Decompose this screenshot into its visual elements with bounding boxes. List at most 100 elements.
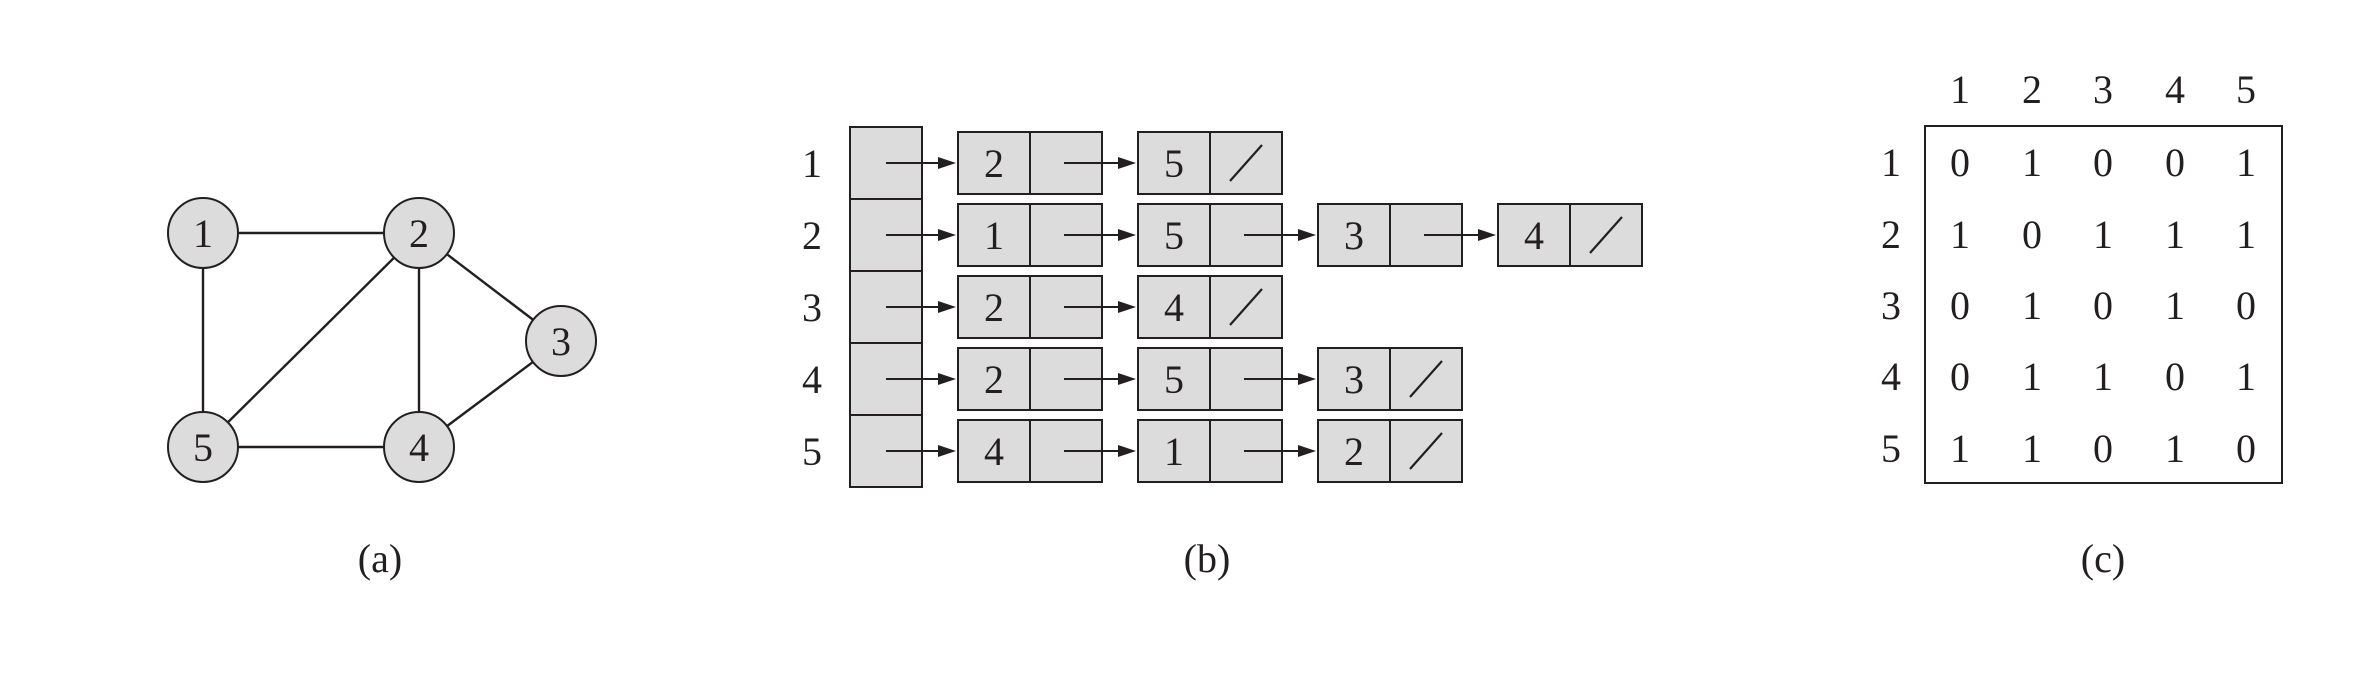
caption-b: (b) [1184,536,1231,581]
list-row-label: 2 [802,213,822,258]
list-node-value: 5 [1164,141,1184,186]
list-node-value: 4 [1524,213,1544,258]
list-node-value: 3 [1344,213,1364,258]
node-label: 3 [551,319,571,364]
nil-slash [1229,288,1263,326]
matrix-cell: 1 [2236,212,2256,257]
node-5: 5 [167,411,239,483]
node-4: 4 [383,411,455,483]
matrix-row-label: 2 [1881,212,1901,257]
matrix-col-label: 4 [2165,67,2185,112]
matrix-row-label: 1 [1881,140,1901,185]
matrix-cell: 0 [1950,283,1970,328]
matrix-cell: 1 [2022,354,2042,399]
node-circle [383,411,455,483]
list-node: 3 [1317,203,1463,267]
graph-nodes: 1 2 3 4 5 [167,197,597,483]
node-1: 1 [167,197,239,269]
list-node: 3 [1317,347,1463,411]
nil-slash [1589,216,1623,254]
list-node-key [1137,347,1211,411]
list-node: 4 [1137,275,1283,339]
next-arrow [1064,301,1136,313]
node-circle [167,411,239,483]
adjacency-list: 1 2 5 2 1 5 3 4 3 2 4 4 2 5 3 5 4 1 2 [802,126,1643,488]
list-row-label: 4 [802,357,822,402]
nil-slash [1409,360,1443,398]
matrix-col-label: 5 [2236,67,2256,112]
panel-graph: 1 2 3 4 5 (a) [167,197,597,581]
matrix-col-label: 1 [1950,67,1970,112]
list-node-value: 1 [984,213,1004,258]
node-label: 5 [193,425,213,470]
matrix-cell: 1 [2022,426,2042,471]
matrix-cell: 1 [2165,212,2185,257]
matrix-cell: 1 [2165,426,2185,471]
node-label: 1 [193,211,213,256]
nil-slash [1409,432,1443,470]
list-node: 2 [957,131,1103,195]
list-node-key [1137,203,1211,267]
graph-edges [201,231,562,449]
caption-c: (c) [2081,536,2125,581]
panel-adjacency-list: 1 2 5 2 1 5 3 4 3 2 4 4 2 5 3 5 4 1 2 (b) [802,126,1643,581]
list-node-value: 3 [1344,357,1364,402]
matrix-cell: 0 [2022,212,2042,257]
head-arrow [886,229,956,241]
node-circle [167,197,239,269]
matrix-cell: 0 [1950,354,1970,399]
matrix-cell: 0 [2165,354,2185,399]
matrix-cell: 0 [2236,283,2256,328]
list-row-label: 5 [802,429,822,474]
head-arrow [886,157,956,169]
list-node: 5 [1137,347,1283,411]
list-node-value: 2 [984,285,1004,330]
matrix-cell: 1 [2236,354,2256,399]
list-node-key [957,203,1031,267]
next-arrow [1064,229,1136,241]
head-arrow [886,301,956,313]
matrix-col-label: 3 [2093,67,2113,112]
node-2: 2 [383,197,455,269]
matrix-cell: 0 [2236,426,2256,471]
list-node: 2 [957,347,1103,411]
matrix-cell: 0 [2165,140,2185,185]
list-node-key [1137,131,1211,195]
panel-adjacency-matrix: 1 2 3 4 5 1 2 3 4 5 0 1 0 0 1 1 0 1 1 1 0 1 0 1 0 0 1 1 0 1 1 1 0 1 0 (c) [1881,67,2283,581]
list-node-key [957,419,1031,483]
list-node: 5 [1137,131,1283,195]
adjacency-matrix: 1 2 3 4 5 1 2 3 4 5 0 1 0 0 1 1 0 1 1 1 0 1 0 1 0 0 1 1 0 1 1 1 0 1 0 [1881,67,2256,471]
list-node-value: 1 [1164,429,1184,474]
matrix-cell: 0 [2093,426,2113,471]
list-node-value: 2 [1344,429,1364,474]
list-row-label: 3 [802,285,822,330]
list-node-value: 4 [1164,285,1184,330]
list-node-value: 2 [984,141,1004,186]
caption-a: (a) [358,536,402,581]
list-node: 2 [1317,419,1463,483]
list-row-label: 1 [802,141,822,186]
list-node-value: 5 [1164,357,1184,402]
matrix-cell: 1 [2022,283,2042,328]
matrix-cell: 1 [1950,212,1970,257]
list-node-key [1137,275,1211,339]
matrix-cell: 0 [1950,140,1970,185]
node-3: 3 [525,305,597,377]
matrix-cell: 1 [2022,140,2042,185]
next-arrow [1424,229,1496,241]
list-node-key [957,275,1031,339]
node-label: 2 [409,211,429,256]
head-arrow [886,445,956,457]
matrix-border [1924,125,2283,484]
list-node-key [957,131,1031,195]
list-node: 4 [1497,203,1643,267]
next-arrow [1064,157,1136,169]
list-node-value: 5 [1164,213,1184,258]
matrix-cell: 1 [2165,283,2185,328]
edge-2-5 [202,232,420,448]
list-node-key [1137,419,1211,483]
list-node: 1 [957,203,1103,267]
list-node-value: 4 [984,429,1004,474]
list-node-value: 2 [984,357,1004,402]
